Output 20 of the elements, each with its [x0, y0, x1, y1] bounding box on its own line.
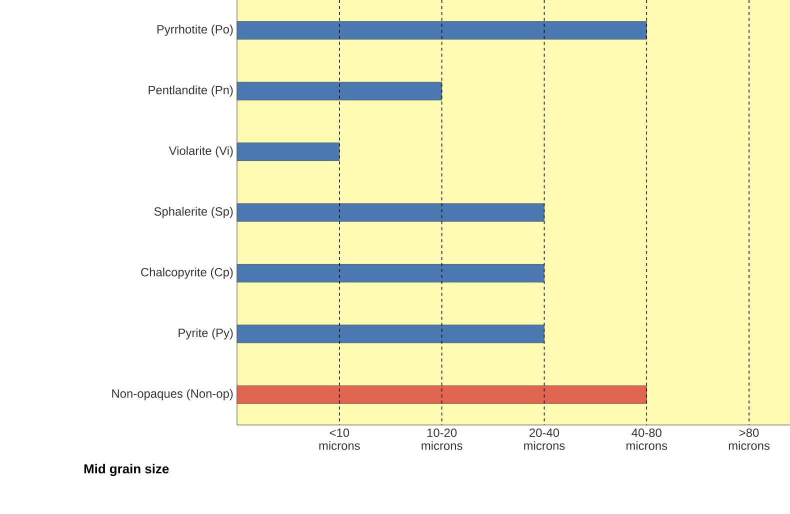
ref-line-label: <10 microns — [319, 428, 360, 450]
ref-line-label: 10-20 microns — [422, 428, 462, 450]
y-tick-label: Chalcopyrite (Cp) — [141, 268, 233, 279]
bar — [236, 82, 442, 100]
x-axis-title: Mid grain size — [84, 464, 169, 476]
y-tick-label: Pentlandite (Pn) — [148, 86, 233, 97]
y-tick-label: Non-opaques (Non-op) — [112, 389, 233, 400]
bar — [236, 21, 647, 40]
ref-line-label: 40-80 microns — [626, 428, 668, 450]
bar — [236, 203, 544, 222]
y-tick-label: Violarite (Vi) — [168, 146, 233, 158]
ref-line-label: 20-40 microns — [524, 428, 565, 450]
bar — [236, 142, 340, 161]
y-tick-label: Sphalerite (Sp) — [154, 206, 233, 218]
y-tick-label: Pyrite (Py) — [178, 328, 233, 340]
bar — [236, 385, 647, 404]
y-tick-label: Pyrrhotite (Po) — [157, 24, 233, 36]
ref-line-label: >80 microns — [728, 428, 770, 450]
bar — [236, 264, 544, 282]
bar — [236, 324, 544, 344]
